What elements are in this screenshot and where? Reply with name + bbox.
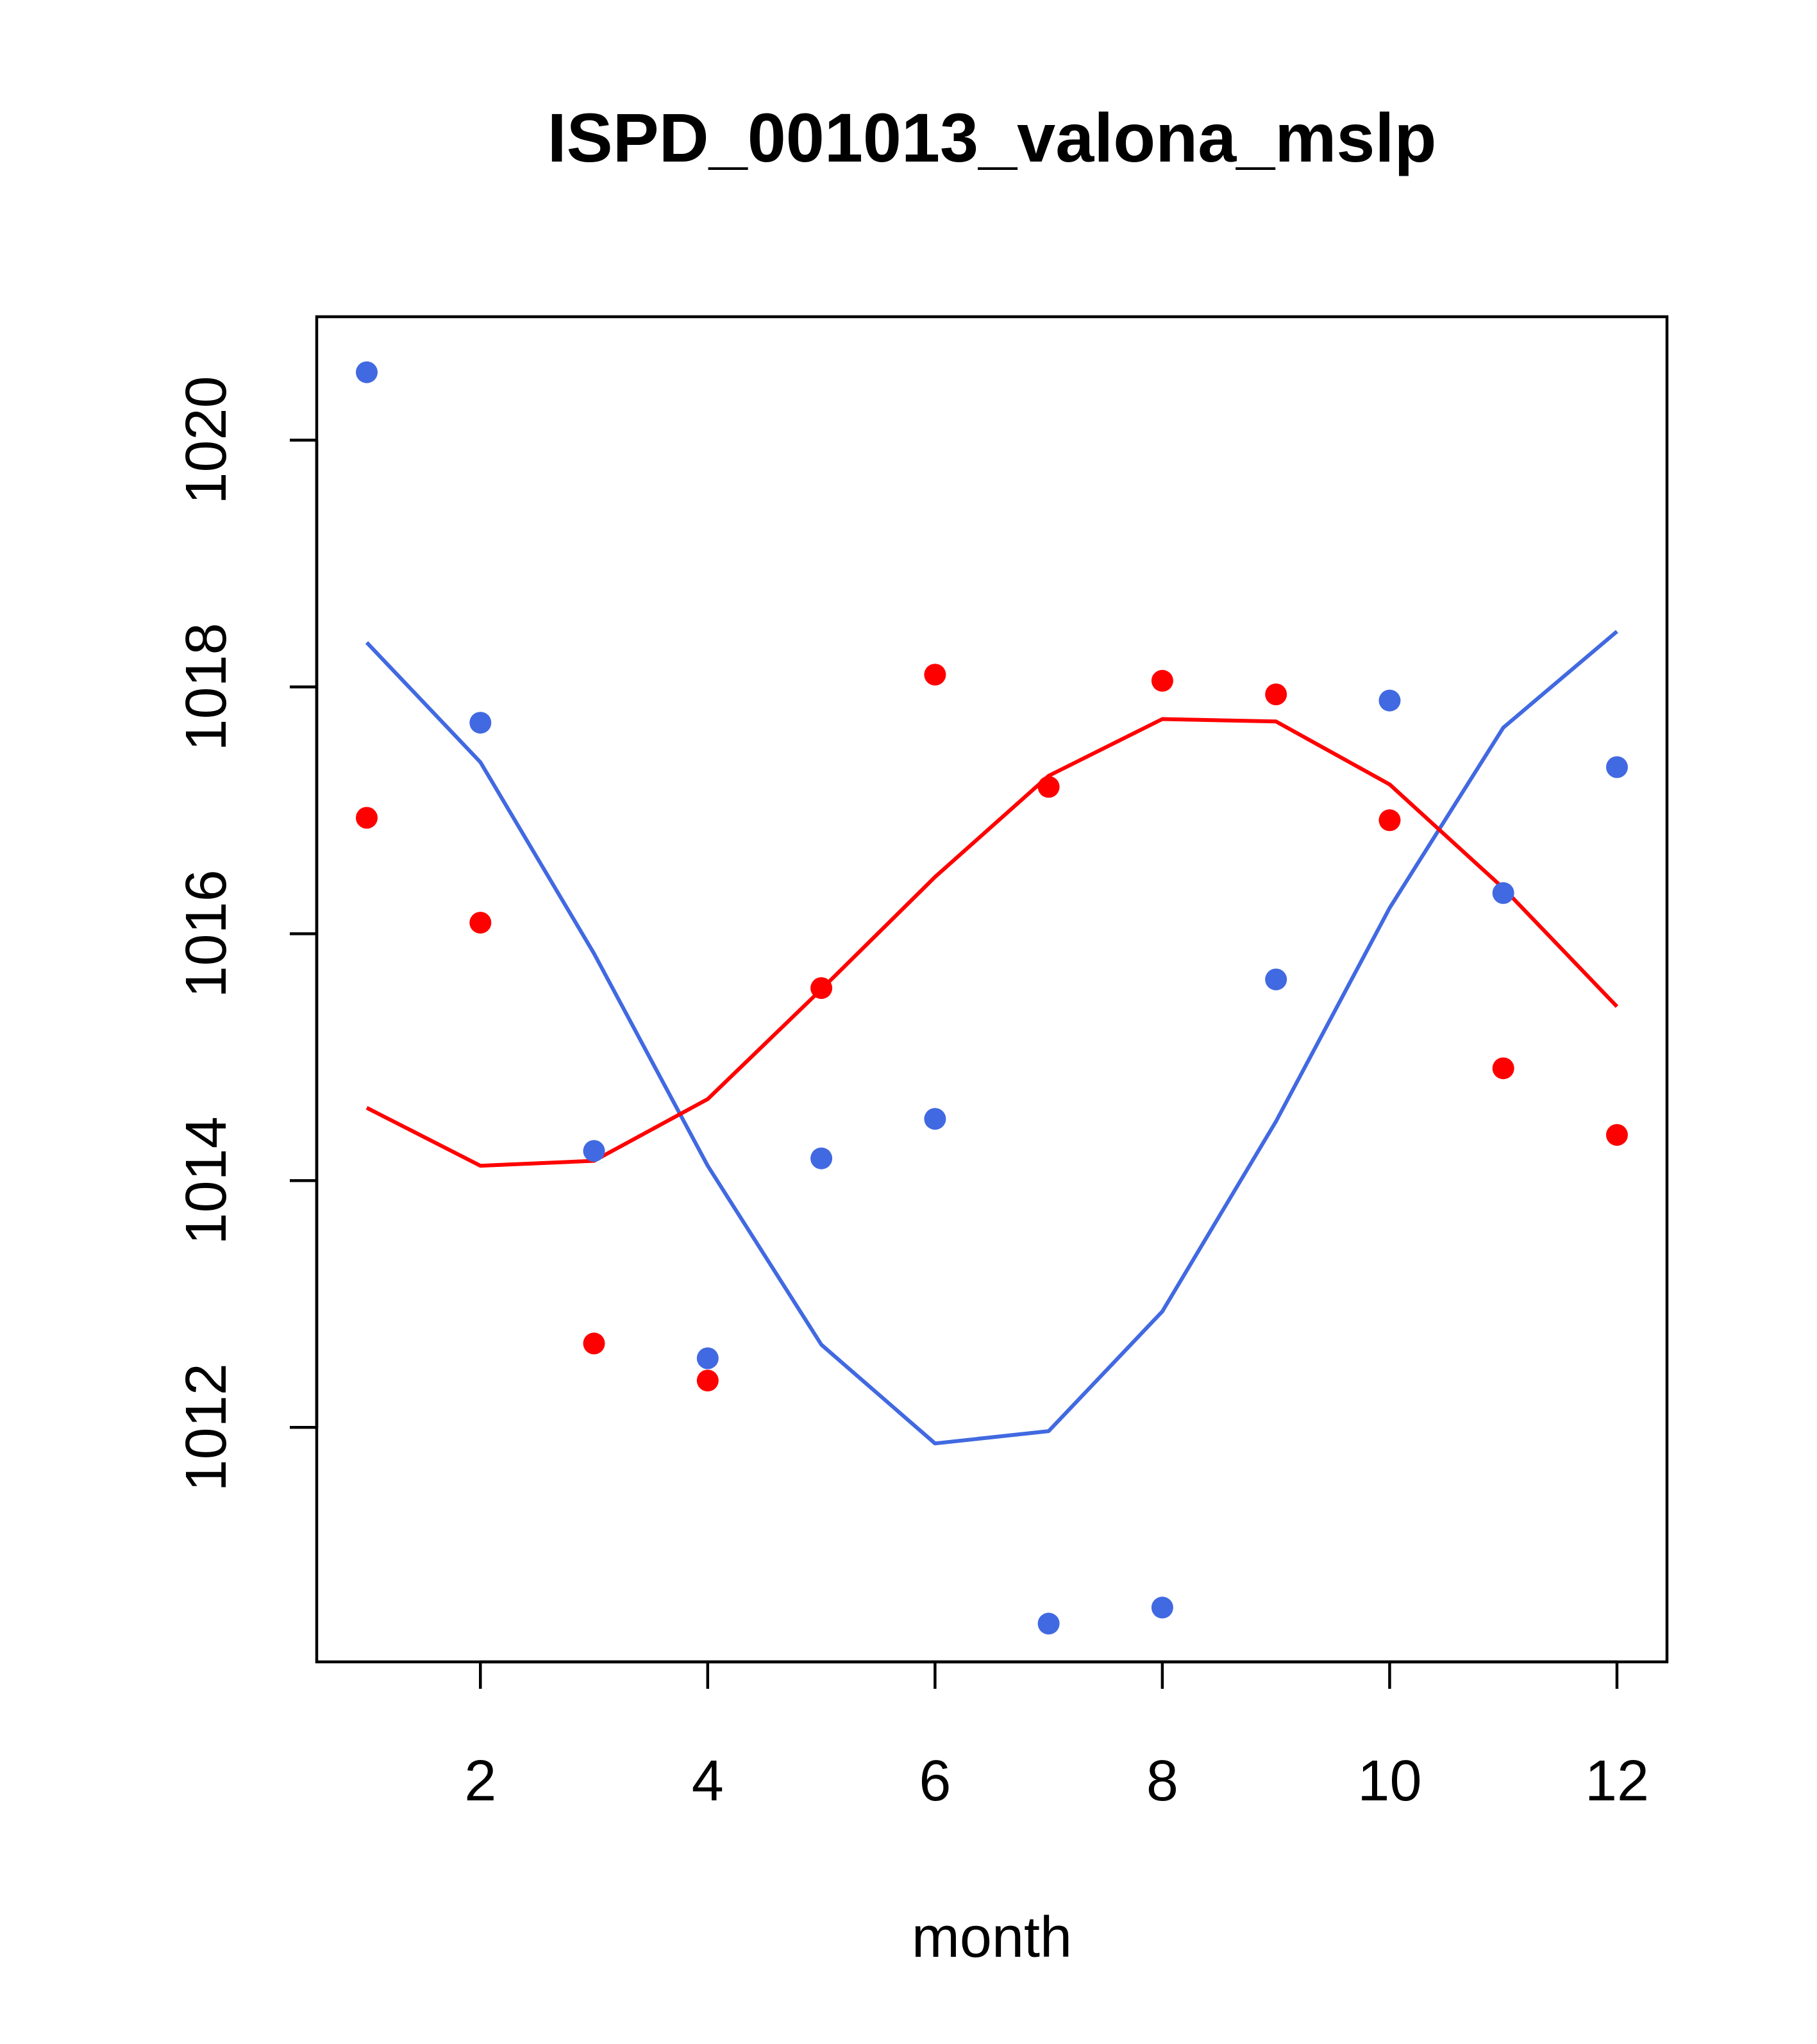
data-point-blue-points-2 — [469, 712, 492, 734]
y-tick-label: 1020 — [174, 376, 239, 504]
x-axis-label: month — [912, 1906, 1072, 1970]
data-point-blue-points-12 — [1606, 756, 1628, 778]
data-point-blue-points-4 — [696, 1347, 719, 1370]
data-point-red-points-2 — [469, 912, 492, 934]
series-lines — [365, 630, 1619, 1446]
data-point-red-points-3 — [583, 1332, 605, 1355]
y-tick-label: 1012 — [174, 1363, 239, 1491]
data-point-blue-points-9 — [1265, 968, 1287, 991]
x-tick-label: 8 — [1146, 1749, 1178, 1813]
data-point-red-points-1 — [356, 807, 378, 829]
y-tick-label: 1016 — [174, 869, 239, 998]
data-point-blue-points-1 — [356, 361, 378, 383]
data-point-blue-points-3 — [583, 1140, 605, 1162]
chart-title: ISPD_001013_valona_mslp — [548, 99, 1437, 176]
x-tick-label: 12 — [1585, 1749, 1649, 1813]
data-point-red-points-7 — [1037, 776, 1060, 798]
data-point-red-points-6 — [924, 664, 946, 686]
series-line-red-line — [365, 717, 1619, 1168]
data-point-red-points-11 — [1492, 1057, 1514, 1080]
series-points — [356, 361, 1628, 1635]
data-point-red-points-10 — [1378, 809, 1401, 832]
data-point-blue-points-5 — [810, 1147, 833, 1169]
data-point-red-points-8 — [1151, 669, 1173, 692]
data-point-blue-points-6 — [924, 1108, 946, 1130]
data-point-blue-points-10 — [1378, 689, 1401, 712]
x-tick-label: 4 — [692, 1749, 724, 1813]
data-point-red-points-4 — [696, 1370, 719, 1392]
series-line-blue-line — [365, 630, 1618, 1446]
x-tick-label: 6 — [919, 1749, 951, 1813]
y-tick-label: 1014 — [174, 1116, 239, 1244]
x-tick-label: 10 — [1357, 1749, 1421, 1813]
data-point-blue-points-11 — [1492, 882, 1514, 904]
data-point-blue-points-8 — [1151, 1596, 1173, 1619]
x-tick-label: 2 — [464, 1749, 496, 1813]
x-axis: 2 4 6 8 10 12 — [464, 1660, 1649, 1813]
data-point-red-points-12 — [1606, 1124, 1628, 1146]
data-point-red-points-5 — [810, 977, 833, 1000]
y-tick-label: 1018 — [174, 623, 239, 751]
y-axis: 1012 1014 1016 1018 1020 — [174, 376, 319, 1491]
data-point-red-points-9 — [1265, 683, 1287, 705]
data-point-blue-points-7 — [1037, 1613, 1060, 1635]
